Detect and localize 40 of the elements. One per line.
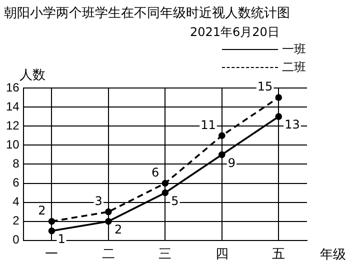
x-tick-label: 二 (102, 246, 115, 261)
point (218, 151, 226, 158)
point (218, 132, 226, 140)
y-tick-label: 12 (6, 118, 20, 132)
point (105, 208, 112, 216)
y-tick-label: 10 (6, 137, 20, 152)
point (48, 227, 56, 234)
legend-label: 一班 (282, 40, 306, 58)
y-tick-label: 0 (12, 232, 20, 247)
y-tick-label: 2 (12, 214, 20, 228)
data-label: 2 (114, 222, 122, 236)
x-tick-label: 四 (215, 246, 228, 261)
data-label: 3 (94, 194, 102, 208)
point (275, 113, 282, 120)
y-tick-label: 6 (12, 176, 20, 190)
data-label: 5 (171, 194, 179, 208)
x-tick-label: 一 (45, 246, 58, 261)
y-tick-label: 4 (12, 194, 20, 209)
chart-subtitle: 2021年6月20日 (190, 24, 280, 41)
x-tick-label: 五 (272, 246, 286, 261)
data-label: 6 (152, 165, 160, 180)
data-label: 9 (228, 156, 236, 170)
chart-title: 朝阳小学两个班学生在不同年级时近视人数统计图 (4, 5, 290, 22)
data-label: 2 (38, 203, 46, 218)
y-tick-label: 16 (6, 80, 20, 94)
data-label: 13 (284, 118, 300, 132)
y-tick-label: 14 (6, 99, 20, 114)
x-tick-label: 三 (158, 246, 172, 261)
point (162, 180, 169, 187)
point (162, 189, 169, 196)
legend-label: 二班 (282, 58, 306, 76)
y-axis-title: 人数 (19, 68, 46, 83)
data-label: 15 (257, 80, 273, 94)
data-label: 11 (200, 118, 216, 132)
y-tick-label: 8 (12, 156, 20, 171)
point (275, 94, 282, 101)
point (105, 218, 112, 225)
x-axis-title: 年级 (320, 247, 346, 262)
point (48, 218, 56, 225)
data-label: 1 (58, 232, 66, 246)
